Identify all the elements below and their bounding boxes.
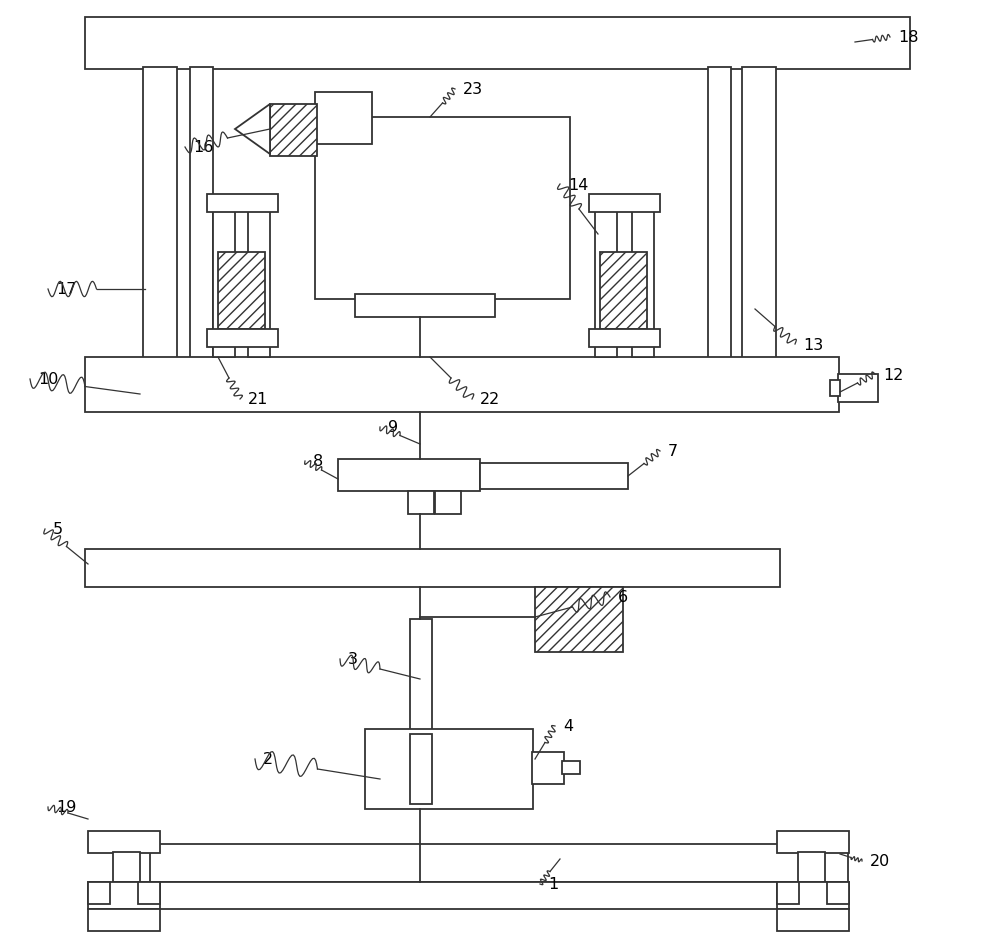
Bar — [85, 549, 780, 588]
Text: 23: 23 — [463, 82, 483, 97]
Bar — [480, 463, 628, 490]
Text: 20: 20 — [870, 854, 890, 869]
Bar — [708, 68, 731, 386]
Bar — [113, 852, 140, 882]
Text: 16: 16 — [193, 140, 213, 155]
Text: 3: 3 — [348, 651, 358, 666]
Text: 8: 8 — [313, 454, 323, 469]
Text: 14: 14 — [568, 177, 588, 192]
Bar — [632, 199, 654, 358]
Bar — [600, 253, 647, 329]
Bar — [798, 852, 825, 882]
Bar — [532, 753, 564, 784]
Bar — [410, 620, 432, 731]
Text: 7: 7 — [668, 444, 678, 459]
Bar — [88, 831, 160, 853]
Bar — [589, 195, 660, 212]
Text: 17: 17 — [56, 282, 76, 298]
Bar — [138, 882, 160, 904]
Bar — [270, 105, 317, 157]
Bar — [85, 18, 910, 70]
Bar — [150, 882, 848, 909]
Text: 10: 10 — [38, 373, 58, 388]
Text: 22: 22 — [480, 392, 500, 407]
Bar — [315, 118, 570, 300]
Polygon shape — [235, 105, 270, 154]
Bar — [338, 460, 480, 491]
Bar — [150, 844, 848, 882]
Bar — [143, 68, 177, 386]
Bar — [88, 882, 160, 909]
Text: 19: 19 — [56, 799, 76, 814]
Bar — [777, 909, 849, 931]
Bar — [213, 199, 235, 358]
Bar — [742, 68, 776, 386]
Bar — [435, 491, 461, 515]
Text: 5: 5 — [53, 522, 63, 537]
Bar — [315, 93, 372, 145]
Text: 4: 4 — [563, 719, 573, 734]
Bar — [88, 909, 160, 931]
Bar — [218, 253, 265, 329]
Text: 21: 21 — [248, 392, 268, 407]
Bar — [365, 729, 533, 809]
Bar — [838, 374, 878, 402]
Bar — [777, 831, 849, 853]
Bar — [595, 199, 617, 358]
Bar — [355, 295, 495, 317]
Bar — [85, 358, 839, 413]
Bar — [589, 329, 660, 347]
Bar — [190, 68, 213, 386]
Text: 2: 2 — [263, 752, 273, 767]
Bar — [207, 195, 278, 212]
Bar — [777, 882, 849, 909]
Bar — [827, 882, 849, 904]
Text: 6: 6 — [618, 590, 628, 605]
Bar — [535, 588, 623, 652]
Bar — [562, 761, 580, 774]
Bar — [408, 491, 434, 515]
Bar — [777, 882, 799, 904]
Bar — [830, 381, 840, 397]
Bar — [88, 882, 110, 904]
Text: 18: 18 — [898, 31, 918, 46]
Bar — [207, 329, 278, 347]
Bar — [410, 734, 432, 804]
Text: 9: 9 — [388, 420, 398, 435]
Bar — [248, 199, 270, 358]
Text: 1: 1 — [548, 876, 558, 892]
Text: 12: 12 — [883, 367, 903, 382]
Text: 13: 13 — [803, 337, 823, 352]
